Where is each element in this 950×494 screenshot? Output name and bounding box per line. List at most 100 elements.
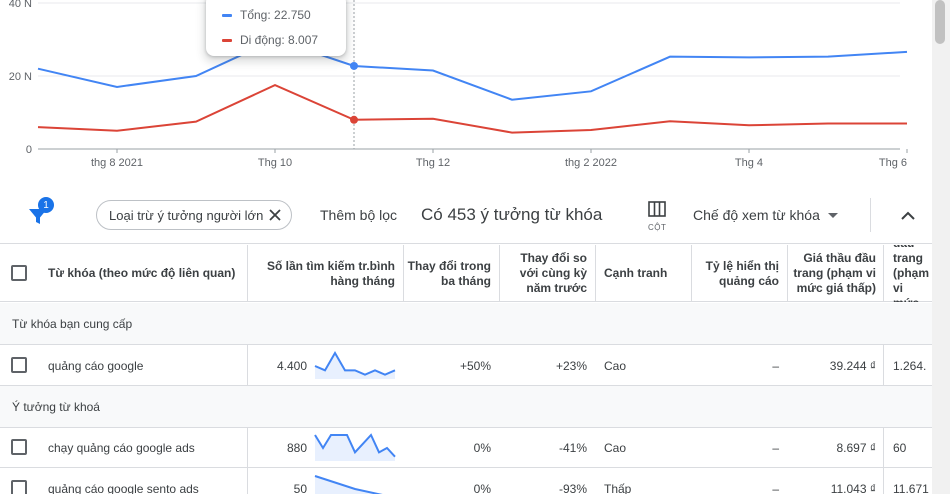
- chart-tooltip: Tổng: 22.750 Di động: 8.007: [206, 0, 346, 56]
- column-divider: [247, 468, 248, 494]
- impression-share-cell: –: [772, 481, 779, 494]
- x-tick-label: thg 8 2021: [91, 157, 143, 169]
- tooltip-row-total: Tổng: 22.750: [222, 8, 311, 22]
- x-tick-label: Thg 4: [735, 157, 763, 169]
- x-tick-label: Thg 12: [416, 157, 450, 169]
- section-provided-label: Từ khóa bạn cung cấp: [12, 316, 133, 331]
- sparkline-line: [314, 433, 396, 458]
- three-month-cell: 0%: [473, 481, 491, 494]
- chevron-up-icon[interactable]: [898, 206, 918, 226]
- header-bid-low[interactable]: Giá thầu đầu trang (phạm vi mức giá thấp…: [793, 251, 876, 295]
- page-scrollbar[interactable]: [932, 0, 950, 494]
- table-row[interactable]: chạy quảng cáo google ads 880 0% -41% Ca…: [0, 427, 932, 468]
- x-tick-label: Thg 10: [258, 157, 292, 169]
- header-bid-high-label: Giá thầu đầu trang (phạm vi mức giá cao): [893, 245, 929, 302]
- bid-high-cell: 11.671: [893, 481, 929, 494]
- row-checkbox[interactable]: [11, 480, 27, 494]
- section-ideas-label: Ý tưởng từ khoá: [12, 399, 100, 414]
- y-tick-label: 0: [26, 144, 32, 156]
- column-divider: [883, 345, 884, 386]
- columns-label[interactable]: CỘT: [648, 223, 667, 232]
- trend-sparkline[interactable]: [313, 432, 397, 464]
- yoy-cell: +23%: [555, 358, 587, 373]
- searches-cell: 50: [293, 481, 307, 494]
- search-trend-chart: 0 20 N 40 N thg 8 2021 Thg 10 Thg 12 thg 2 202…: [0, 0, 950, 185]
- bid-high-cell: 60: [893, 440, 907, 455]
- yoy-cell: -93%: [558, 481, 587, 494]
- add-filter-button[interactable]: Thêm bộ lọc: [320, 207, 398, 223]
- column-divider: [247, 245, 248, 302]
- header-three-month-change[interactable]: Thay đổi trong ba tháng: [407, 258, 491, 288]
- chevron-down-icon: [827, 212, 838, 218]
- header-impression-share[interactable]: Tỷ lệ hiển thị quảng cáo: [705, 258, 779, 288]
- view-mode-label: Chế độ xem từ khóa: [693, 207, 820, 223]
- sparkline-area: [315, 476, 379, 494]
- keyword-cell: quảng cáo google: [48, 358, 144, 373]
- table-row[interactable]: quảng cáo google 4.400 +50% +23% Cao – 3…: [0, 345, 932, 386]
- bid-low-cell: 11.043 ₫: [830, 481, 876, 494]
- header-competition[interactable]: Cạnh tranh: [604, 266, 668, 280]
- header-keyword[interactable]: Từ khóa (theo mức độ liên quan): [48, 266, 236, 280]
- bid-low-cell: 8.697 ₫: [836, 440, 876, 455]
- column-divider: [247, 427, 248, 468]
- adult-ideas-filter-chip[interactable]: Loại trừ ý tưởng người lớn: [96, 200, 292, 230]
- trend-sparkline[interactable]: [313, 350, 397, 382]
- searches-cell: 880: [286, 440, 307, 455]
- header-bid-high[interactable]: Giá thầu đầu trang (phạm vi mức giá cao): [893, 245, 932, 302]
- tooltip-row-mobile: Di động: 8.007: [222, 33, 318, 47]
- keyword-cell: quảng cáo google sento ads: [48, 481, 199, 494]
- series-line-0: [37, 38, 908, 101]
- column-divider: [883, 427, 884, 468]
- bid-high-cell: 1.264.: [893, 358, 927, 373]
- column-divider: [787, 245, 788, 302]
- view-mode-dropdown[interactable]: Chế độ xem từ khóa: [693, 207, 838, 223]
- three-month-cell: 0%: [473, 440, 491, 455]
- sparkline-line: [314, 475, 383, 494]
- column-divider: [883, 468, 884, 494]
- total-swatch: [222, 13, 232, 17]
- column-divider: [403, 245, 404, 302]
- impression-share-cell: –: [772, 440, 779, 455]
- table-header: Từ khóa (theo mức độ liên quan) Số lần t…: [0, 245, 932, 302]
- row-checkbox[interactable]: [11, 357, 27, 373]
- close-icon[interactable]: [267, 207, 283, 223]
- filter-count-badge: 1: [38, 197, 54, 213]
- toolbar-divider: [870, 198, 871, 232]
- sparkline-line: [314, 350, 396, 376]
- column-divider: [499, 245, 500, 302]
- filter-icon[interactable]: [26, 204, 50, 228]
- y-tick-label: 20 N: [9, 71, 32, 83]
- x-tick-label: thg 2 2022: [565, 157, 617, 169]
- page-scrollbar-thumb[interactable]: [935, 0, 945, 44]
- y-tick-label: 40 N: [9, 0, 32, 10]
- chart-svg: 0 20 N 40 N thg 8 2021 Thg 10 Thg 12 thg 2 202…: [9, 0, 908, 169]
- section-keyword-ideas: Ý tưởng từ khoá: [0, 386, 932, 428]
- competition-cell: Cao: [604, 440, 627, 455]
- header-yoy-change[interactable]: Thay đổi so với cùng kỳ năm trước: [519, 251, 587, 295]
- trend-sparkline[interactable]: [313, 473, 397, 494]
- tooltip-total-label: Tổng: 22.750: [240, 8, 311, 22]
- column-divider: [247, 345, 248, 386]
- searches-cell: 4.400: [276, 358, 307, 373]
- header-avg-searches[interactable]: Số lần tìm kiếm tr.bình hàng tháng: [266, 258, 395, 288]
- table-row[interactable]: quảng cáo google sento ads 50 0% -93% Th…: [0, 468, 932, 494]
- competition-cell: Thấp: [604, 481, 632, 494]
- sparkline-area: [315, 435, 395, 461]
- columns-icon[interactable]: [647, 199, 667, 219]
- keyword-cell: chạy quảng cáo google ads: [48, 440, 195, 455]
- select-all-checkbox[interactable]: [11, 265, 27, 281]
- series-line-1: [37, 84, 907, 134]
- competition-cell: Cao: [604, 358, 627, 373]
- chip-label: Loại trừ ý tưởng người lớn: [109, 207, 264, 223]
- bid-low-cell: 39.244 ₫: [829, 358, 876, 373]
- column-divider: [595, 245, 596, 302]
- hover-point-1: [350, 115, 358, 124]
- tooltip-mobile-label: Di động: 8.007: [240, 33, 319, 47]
- keyword-toolbar: 1 Loại trừ ý tưởng người lớn Thêm bộ lọc…: [0, 186, 932, 244]
- mobile-swatch: [222, 38, 232, 42]
- row-checkbox[interactable]: [11, 439, 27, 455]
- x-tick-label: Thg 6: [879, 157, 907, 169]
- yoy-cell: -41%: [558, 440, 587, 455]
- column-divider: [883, 245, 884, 302]
- hover-point-0: [350, 61, 358, 70]
